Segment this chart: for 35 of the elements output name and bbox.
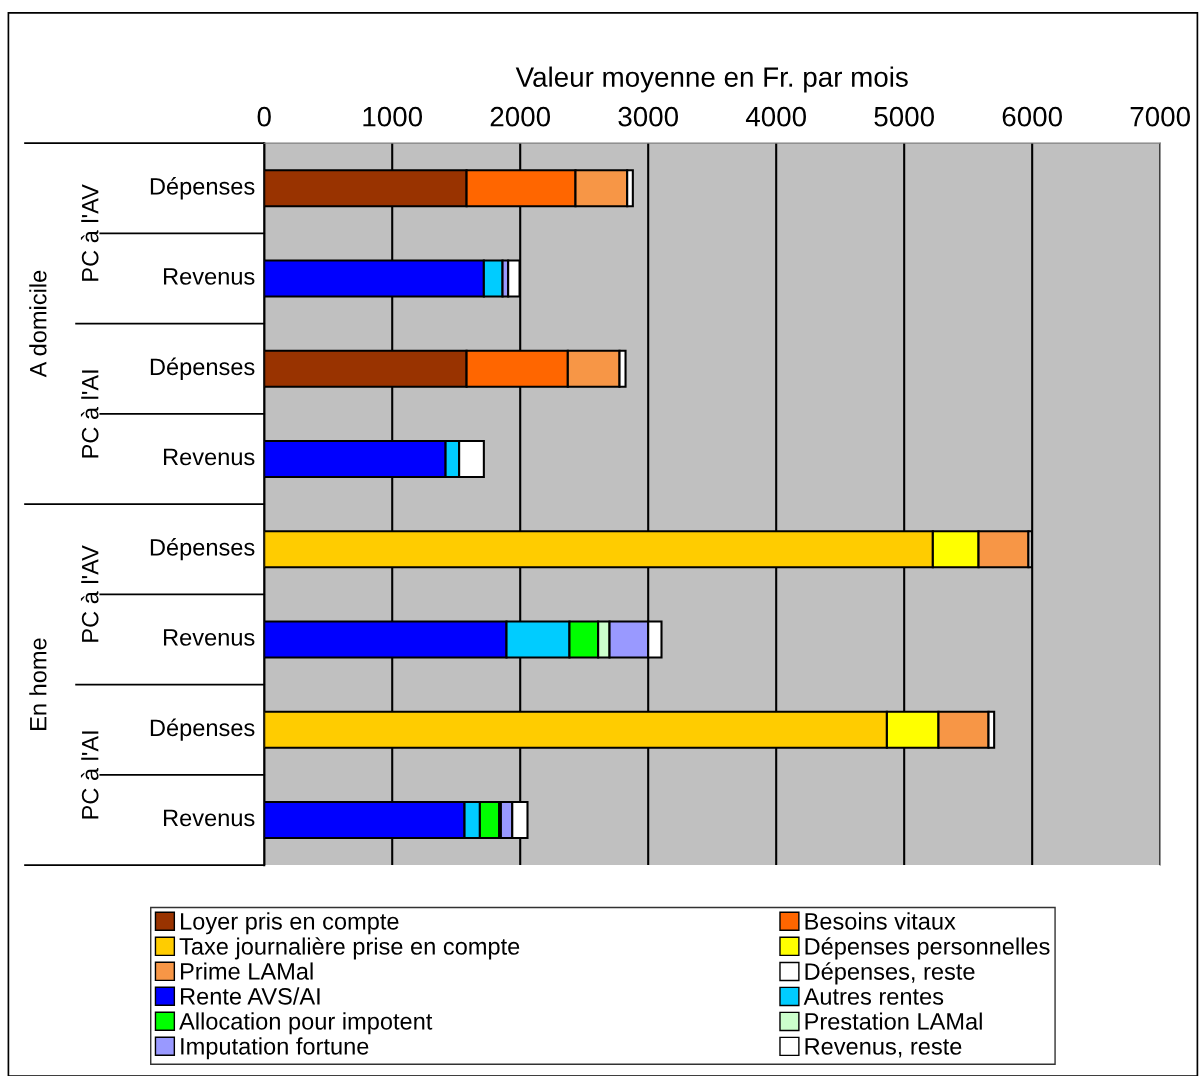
legend-label: Dépenses personnelles — [805, 937, 1050, 960]
legend-label: Allocation pour impotent — [179, 1012, 433, 1035]
x-tick-label: 3000 — [618, 106, 679, 127]
y-tick-label: Revenus — [164, 268, 255, 285]
x-tick-label: 5000 — [874, 106, 934, 127]
legend-label: Besoins vitaux — [805, 912, 956, 930]
x-tick-label: 7000 — [1130, 106, 1190, 127]
x-tick-label: 4000 — [745, 106, 806, 127]
legend-label: Taxe journalière prise en compte — [179, 937, 520, 960]
y-tick-label: Revenus — [164, 629, 255, 646]
legend-label: Imputation fortune — [181, 1037, 369, 1060]
y-tick-label: Dépenses — [150, 357, 255, 380]
legend-label: Revenus, reste — [805, 1038, 962, 1058]
y-tick-label: Dépenses — [150, 538, 255, 561]
legend-label: Prestation LAMal — [805, 1012, 982, 1030]
legend-label: Rente AVS/AI — [181, 987, 320, 1005]
text: PC à l'AV — [80, 545, 99, 642]
legend-label: Autres rentes — [803, 988, 944, 1005]
text: PC à l'AI — [80, 370, 99, 458]
x-tick-label: 1000 — [363, 106, 423, 127]
y-tick-label: Revenus — [164, 448, 255, 466]
x-axis-title: Valeur moyenne en Fr. par mois — [515, 66, 908, 93]
y-tick-label: Dépenses — [150, 718, 255, 741]
x-tick-label: 2000 — [490, 106, 551, 127]
x-tick-label: 6000 — [1002, 106, 1062, 127]
legend-label: Prime LAMal — [181, 962, 313, 980]
legend-label: Dépenses, reste — [805, 962, 975, 985]
legend-label: Loyer pris en compte — [181, 912, 399, 935]
text: A domicile — [29, 270, 47, 378]
text: En home — [29, 638, 47, 730]
y-tick-label: Revenus — [164, 809, 255, 827]
text: PC à l'AV — [80, 184, 99, 281]
y-tick-label: Dépenses — [150, 177, 255, 200]
x-tick-label: 0 — [257, 106, 271, 127]
text: PC à l'AI — [80, 731, 99, 819]
